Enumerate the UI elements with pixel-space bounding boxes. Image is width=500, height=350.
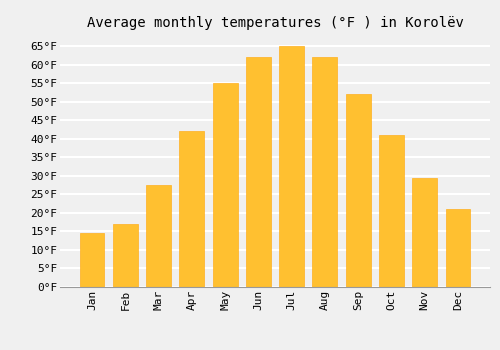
Bar [80,233,104,287]
Bar [146,185,171,287]
Bar [346,94,370,287]
Bar [246,57,271,287]
Bar [212,83,238,287]
Bar [279,46,304,287]
Title: Average monthly temperatures (°F ) in Korolëv: Average monthly temperatures (°F ) in Ko… [86,16,464,30]
Bar [379,135,404,287]
Bar [446,209,470,287]
Bar [412,178,437,287]
Bar [113,224,138,287]
Bar [312,57,338,287]
Bar [180,131,204,287]
